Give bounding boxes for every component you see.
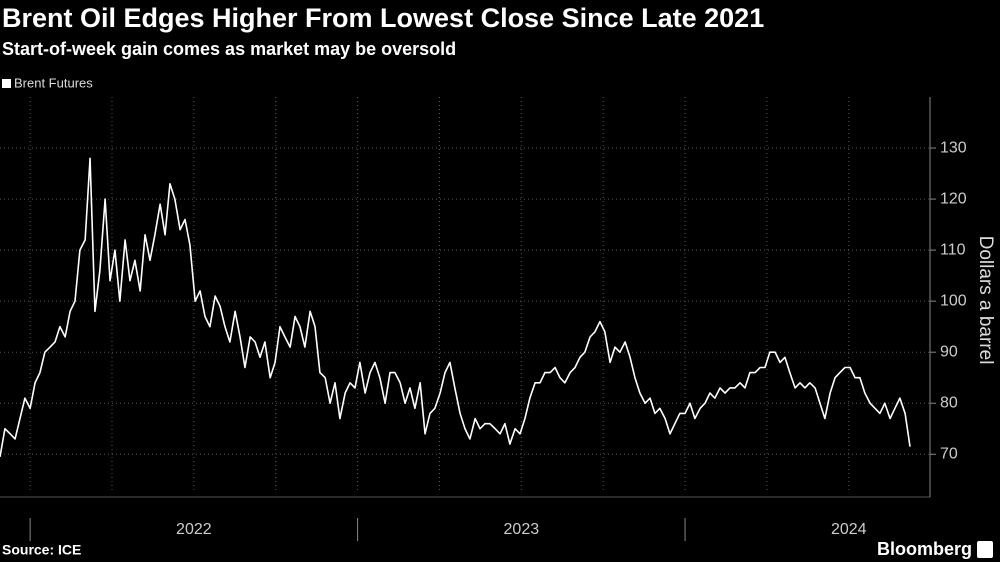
legend-label: Brent Futures — [14, 75, 93, 90]
source: Source: ICE — [2, 542, 81, 558]
y-tick-label: 90 — [940, 343, 958, 360]
y-axis-title: Dollars a barrel — [975, 236, 996, 365]
y-tick-label: 130 — [940, 139, 967, 156]
y-tick-label: 80 — [940, 394, 958, 411]
brand-icon — [977, 541, 993, 558]
legend-swatch — [2, 79, 11, 88]
chart-title: Brent Oil Edges Higher From Lowest Close… — [2, 3, 764, 33]
x-tick-label: 2024 — [831, 521, 867, 538]
chart-subtitle: Start-of-week gain comes as market may b… — [2, 39, 456, 59]
brand: Bloomberg — [877, 539, 972, 559]
y-tick-label: 100 — [940, 292, 967, 309]
y-tick-label: 70 — [940, 445, 958, 462]
x-tick-label: 2023 — [504, 521, 540, 538]
series-line — [0, 157, 911, 457]
x-tick-label: 2022 — [176, 521, 212, 538]
y-tick-label: 120 — [940, 190, 967, 207]
y-tick-label: 110 — [940, 241, 966, 258]
